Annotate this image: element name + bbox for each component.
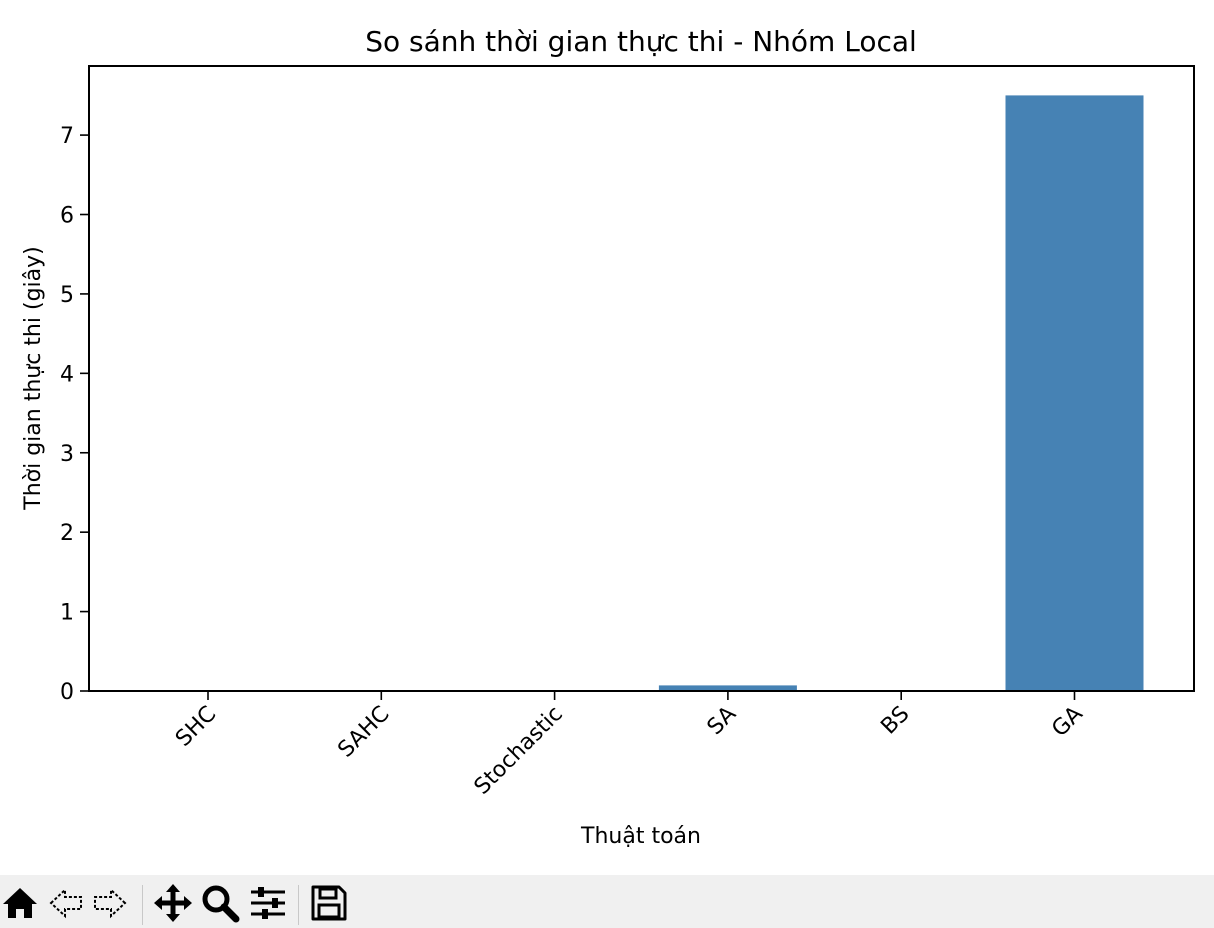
back-button[interactable]	[46, 883, 86, 923]
plot-frame	[88, 65, 1195, 692]
bar-sa	[658, 685, 797, 691]
y-tick-label: 2	[60, 521, 74, 546]
configure-subplots-button[interactable]	[248, 883, 288, 923]
pan-icon	[154, 884, 192, 922]
y-tick-label: 4	[60, 362, 74, 387]
zoom-icon	[202, 885, 240, 923]
save-icon	[311, 885, 347, 921]
x-tick-label: BS	[876, 702, 914, 740]
x-axis-label: Thuật toán	[580, 824, 701, 849]
toolbar-separator	[298, 885, 299, 925]
bar-ga	[1005, 95, 1144, 691]
x-axis: SHC SAHC Stochastic SA BS GA	[171, 691, 1088, 800]
y-tick-label: 7	[60, 124, 74, 149]
x-tick-label: Stochastic	[470, 702, 568, 800]
figure: So sánh thời gian thực thi - Nhóm Local …	[21, 25, 1195, 849]
x-tick-label: SHC	[171, 702, 221, 752]
y-tick-label: 6	[60, 204, 74, 229]
home-icon	[3, 888, 37, 918]
y-tick-label: 0	[60, 680, 74, 705]
back-icon	[49, 887, 82, 919]
toolbar-separator	[142, 885, 143, 925]
x-tick-label: SA	[703, 702, 741, 740]
y-axis-label: Thời gian thực thi (giây)	[21, 246, 46, 510]
forward-button[interactable]	[90, 883, 130, 923]
save-button[interactable]	[309, 883, 349, 923]
y-tick-label: 1	[60, 601, 74, 626]
home-button[interactable]	[0, 883, 40, 923]
navigation-toolbar	[0, 875, 1214, 928]
bars-group	[658, 95, 1144, 691]
chart-title: So sánh thời gian thực thi - Nhóm Local	[365, 25, 917, 58]
configure-subplots-icon	[251, 887, 285, 919]
y-tick-label: 5	[60, 283, 74, 308]
y-axis: 0 1 2 3 4 5 6 7	[60, 124, 89, 705]
x-tick-label: SAHC	[333, 702, 394, 763]
bar-chart: So sánh thời gian thực thi - Nhóm Local …	[21, 25, 1195, 849]
x-tick-label: GA	[1047, 702, 1087, 742]
forward-icon	[94, 887, 127, 919]
y-tick-label: 3	[60, 442, 74, 467]
zoom-button[interactable]	[200, 883, 240, 923]
pan-button[interactable]	[153, 883, 193, 923]
